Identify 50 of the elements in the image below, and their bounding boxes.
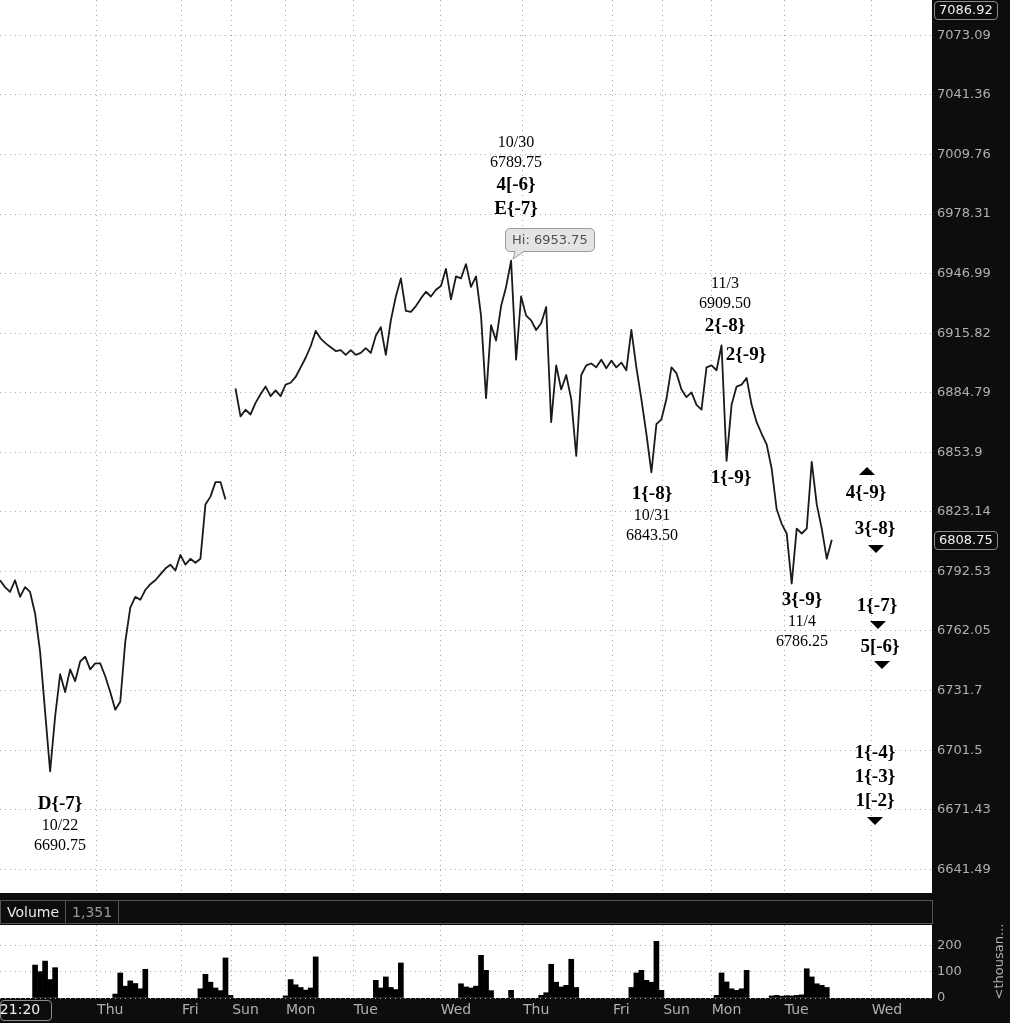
annotation: 11/3 6909.50 2{-8} bbox=[699, 274, 751, 335]
x-tick-label: Fri bbox=[612, 1001, 630, 1018]
annotation: 2{-9} bbox=[725, 342, 767, 364]
x-tick-label: 21:20 bbox=[0, 1001, 41, 1018]
annotation: 4{-9} bbox=[845, 480, 887, 502]
x-tick-label: Tue bbox=[352, 1001, 378, 1018]
chart-title: Volume bbox=[1, 901, 67, 923]
y-axis-title: <thousan... bbox=[991, 923, 1007, 1000]
y-tick-label: 6946.99 bbox=[937, 265, 991, 280]
annotation: 1{-7} bbox=[856, 593, 898, 615]
x-tick-label: Tue bbox=[783, 1001, 809, 1018]
y-tick-label: 7009.76 bbox=[937, 145, 991, 161]
annotation: 10/30 6789.75 4[-6} E{-7} bbox=[490, 133, 542, 218]
x-tick-label: Sun bbox=[663, 1001, 690, 1018]
x-tick-label: Sun bbox=[232, 1001, 259, 1018]
annotation: Hi: 6953.75 bbox=[512, 232, 588, 247]
y-tick-label: 7041.36 bbox=[937, 86, 991, 102]
x-tick-label: Fri bbox=[182, 1001, 199, 1018]
y-tick-label: 6853.9 bbox=[937, 443, 983, 459]
y-tick-label: 6915.82 bbox=[937, 324, 991, 340]
x-tick-label: Wed bbox=[871, 1001, 903, 1018]
annotation: 1{-8} 10/31 6843.50 bbox=[626, 481, 678, 544]
annotation: D{-7} 10/22 6690.75 bbox=[34, 791, 86, 854]
y-tick-label: 100 bbox=[937, 963, 962, 979]
y-tick-label: 6884.79 bbox=[937, 384, 991, 400]
y-tick-label: 6823.14 bbox=[937, 503, 991, 519]
x-tick-label: Mon bbox=[711, 1001, 742, 1018]
annotation: 1{-9} bbox=[710, 465, 752, 487]
y-tick-label: 6731.7 bbox=[937, 681, 983, 697]
y-tick-label: 6671.43 bbox=[937, 801, 991, 817]
y-tick-label: 6701.5 bbox=[937, 741, 983, 757]
y-tick-label: 200 bbox=[937, 936, 962, 952]
annotation: 5[-6} bbox=[860, 634, 900, 656]
annotation: 3{-9} 11/4 6786.25 bbox=[776, 587, 828, 650]
chart-subtitle: 1,351 bbox=[66, 901, 120, 923]
y-tick-label: 6808.75 bbox=[939, 531, 993, 547]
header-bar: Volume 1,351 bbox=[0, 900, 933, 924]
y-tick-label: 6641.49 bbox=[937, 860, 991, 876]
annotation: 3{-8} bbox=[854, 516, 896, 538]
x-tick-label: Thu bbox=[96, 1001, 124, 1018]
x-tick-label: Thu bbox=[521, 1001, 550, 1018]
x-tick-label: Mon bbox=[285, 1001, 316, 1018]
y-tick-label: 6792.53 bbox=[937, 562, 991, 578]
y-tick-label: 7073.09 bbox=[937, 26, 991, 42]
y-tick-label: 0 bbox=[937, 989, 946, 1005]
y-tick-label: 6978.31 bbox=[937, 205, 991, 221]
annotation: 1{-4} 1{-3} 1[-2} bbox=[854, 740, 896, 810]
y-tick-label: 6762.05 bbox=[937, 622, 991, 638]
y-tick-label: 7086.92 bbox=[939, 1, 993, 17]
x-tick-label: Wed bbox=[440, 1001, 472, 1018]
